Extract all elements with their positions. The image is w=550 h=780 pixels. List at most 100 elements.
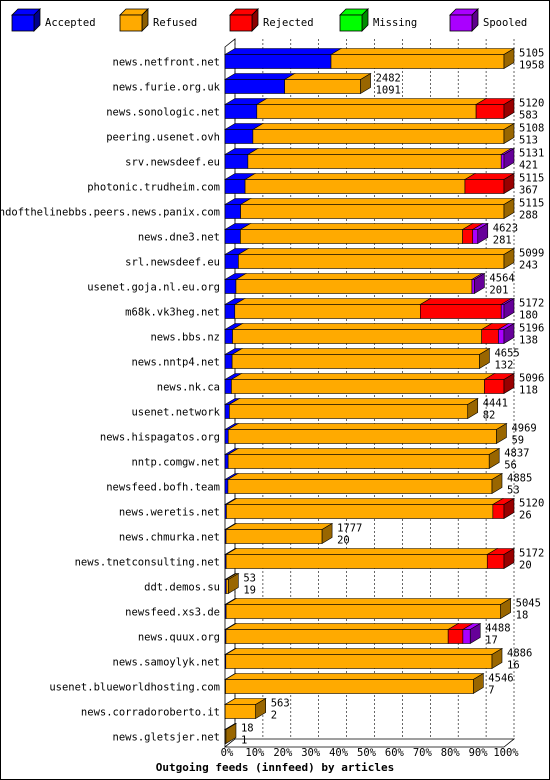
bar-segment-refused	[229, 404, 469, 419]
total-label: 5196	[519, 323, 544, 335]
row-label: news.furie.org.uk	[113, 82, 221, 94]
bar-segment-top-refused	[227, 448, 501, 455]
bar-segment-refused	[231, 379, 485, 394]
bar-segment-top-refused	[246, 148, 513, 155]
bar-segment-refused	[330, 54, 505, 69]
row-label: endofthelinebbs.peers.news.panix.com	[0, 207, 220, 219]
bar-segment-accepted	[224, 204, 241, 219]
bar-segment-top-refused	[225, 548, 499, 555]
bar-segment-accepted	[224, 254, 239, 269]
total-label: 5172	[519, 298, 544, 310]
accepted-count-label: 513	[519, 135, 538, 147]
bar-row	[223, 122, 516, 145]
accepted-count-label: 7	[488, 685, 494, 697]
bar-side	[469, 622, 481, 645]
bar-segment-rejected	[492, 504, 505, 519]
bar-side	[360, 72, 371, 95]
x-tick-label: 0%	[221, 747, 234, 759]
bar-segment-top-refused	[244, 173, 477, 180]
bar-segment-accepted	[224, 379, 232, 394]
row-label: news.nntp4.net	[131, 357, 220, 369]
bar-segment-accepted	[224, 229, 241, 244]
bar-segment-spooled	[462, 629, 471, 644]
bar-side	[503, 372, 515, 395]
bar-side	[467, 397, 479, 420]
bar-segment-top-refused	[251, 123, 516, 130]
accepted-count-label: 16	[507, 660, 520, 672]
row-label: srv.newsdeef.eu	[125, 157, 220, 169]
bar-segment-accepted	[224, 129, 254, 144]
bar-segment-refused	[232, 329, 482, 344]
bar-row	[223, 247, 516, 270]
accepted-count-label: 583	[519, 110, 538, 122]
accepted-count-label: 82	[483, 410, 496, 422]
bar-row	[223, 397, 479, 420]
bar-row	[223, 372, 516, 395]
bar-segment-refused	[226, 504, 494, 519]
bar-segment-top-accepted	[223, 48, 343, 55]
bar-segment-accepted	[224, 404, 230, 419]
accepted-count-label: 367	[519, 185, 538, 197]
total-label: 5099	[519, 248, 544, 260]
bar-segment-accepted	[224, 154, 249, 169]
x-tick-label: 70%	[413, 747, 433, 759]
total-label: 5120	[519, 498, 544, 510]
bar-segment-refused	[234, 304, 421, 319]
bar-segment-refused	[244, 179, 466, 194]
x-axis: 0% 10% 20% 30% 40% 50% 60% 70% 80% 90% 100%	[221, 747, 520, 759]
bar-segment-top-refused	[224, 523, 334, 530]
accepted-count-label: 132	[494, 360, 513, 372]
bar-row	[223, 472, 504, 495]
bar-segment-rejected	[447, 629, 464, 644]
bar-row	[223, 622, 482, 645]
bar-segment-accepted	[224, 454, 229, 469]
bar-row	[223, 197, 516, 220]
x-tick-label: 80%	[441, 747, 461, 759]
row-label: usenet.network	[131, 407, 220, 419]
bar-segment-rejected	[486, 554, 505, 569]
bar-row	[223, 272, 486, 295]
legend-item-missing: Missing	[339, 8, 417, 32]
legend-label-rejected: Rejected	[263, 17, 314, 29]
bar-segment-refused	[252, 129, 505, 144]
bar-row	[223, 572, 240, 595]
row-label: srl.newsdeef.eu	[125, 257, 220, 269]
bar-side	[321, 522, 333, 545]
bar-segment-top-refused	[228, 398, 479, 405]
bar-segment-top-refused	[227, 423, 508, 430]
bar-side	[503, 147, 515, 170]
bar-side	[496, 422, 507, 445]
row-label: usenet.goja.nl.eu.org	[87, 282, 220, 294]
bar-side	[503, 97, 515, 120]
legend-label-refused: Refused	[153, 17, 197, 29]
bar-segment-accepted	[224, 429, 229, 444]
legend: Accepted Refused Rejected Missing Spooled	[11, 8, 527, 32]
row-label: news.tnetconsulting.net	[75, 557, 220, 569]
accepted-count-label: 2	[271, 710, 277, 722]
bar-row	[223, 97, 516, 120]
legend-label-accepted: Accepted	[45, 17, 96, 29]
bar-side	[500, 597, 511, 620]
bar-side	[474, 272, 485, 295]
bar-segment-top-refused	[283, 73, 372, 80]
bar-segment-refused	[227, 479, 493, 494]
total-label: 4441	[483, 398, 508, 410]
bar-segment-spooled	[471, 279, 475, 294]
chart-title: Outgoing feeds (innfeed) by articles	[156, 761, 394, 774]
row-label: news.gletsjer.net	[113, 732, 220, 744]
legend-item-accepted: Accepted	[11, 8, 96, 32]
total-label: 5045	[516, 598, 541, 610]
bar-side	[477, 222, 489, 245]
x-tick-label: 30%	[301, 747, 321, 759]
bar-segment-spooled	[498, 329, 505, 344]
row-label: news.quux.org	[138, 632, 220, 644]
accepted-count-label: 421	[519, 160, 538, 172]
row-label: news.sonologic.net	[106, 107, 220, 119]
bar-segment-accepted	[224, 479, 229, 494]
bar-side	[491, 472, 503, 495]
accepted-count-label: 138	[519, 335, 538, 347]
bar-segment-accepted	[224, 79, 285, 94]
bar-segment-top-refused	[224, 623, 460, 630]
bar-row	[223, 347, 491, 370]
